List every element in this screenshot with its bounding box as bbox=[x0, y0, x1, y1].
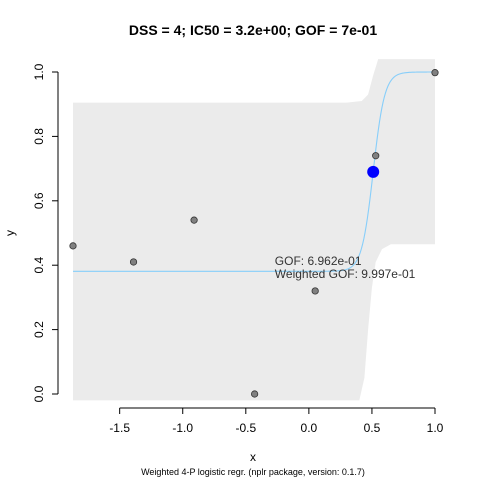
x-tick-label: -1.5 bbox=[109, 421, 130, 435]
y-axis-label: y bbox=[3, 230, 17, 236]
gof-annotation: GOF: 6.962e-01 bbox=[275, 254, 362, 268]
y-tick-label: 0.4 bbox=[32, 257, 46, 274]
data-point bbox=[190, 216, 198, 224]
x-tick-label: -0.5 bbox=[235, 421, 256, 435]
data-point bbox=[372, 152, 380, 160]
y-tick-label: 0.8 bbox=[32, 128, 46, 145]
data-point bbox=[251, 390, 259, 398]
x-axis-label: x bbox=[250, 450, 256, 464]
y-tick-label: 0.6 bbox=[32, 192, 46, 209]
data-point bbox=[129, 258, 138, 266]
y-tick-label: 0.0 bbox=[32, 385, 46, 402]
gof-annotation: Weighted GOF: 9.997e-01 bbox=[275, 267, 416, 281]
y-tick-label: 1.0 bbox=[32, 63, 46, 80]
x-tick-label: 0.5 bbox=[364, 421, 381, 435]
x-tick-label: 1.0 bbox=[427, 421, 444, 435]
footer-caption: Weighted 4-P logistic regr. (nplr packag… bbox=[141, 467, 365, 477]
data-point bbox=[431, 69, 439, 77]
data-point bbox=[311, 287, 319, 295]
chart-title: DSS = 4; IC50 = 3.2e+00; GOF = 7e-01 bbox=[129, 22, 377, 38]
x-tick-label: 0.0 bbox=[301, 421, 318, 435]
y-tick-label: 0.2 bbox=[32, 321, 46, 338]
confidence-band bbox=[73, 59, 435, 401]
plot-area: -1.5 -1.0 -0.5 0.0 0.5 1.0 0.0 0.2 0.4 0.6 0.8 1.0 G… bbox=[32, 59, 444, 435]
data-point bbox=[69, 242, 77, 250]
x-tick-label: -1.0 bbox=[172, 421, 193, 435]
ic50-point bbox=[367, 165, 380, 178]
